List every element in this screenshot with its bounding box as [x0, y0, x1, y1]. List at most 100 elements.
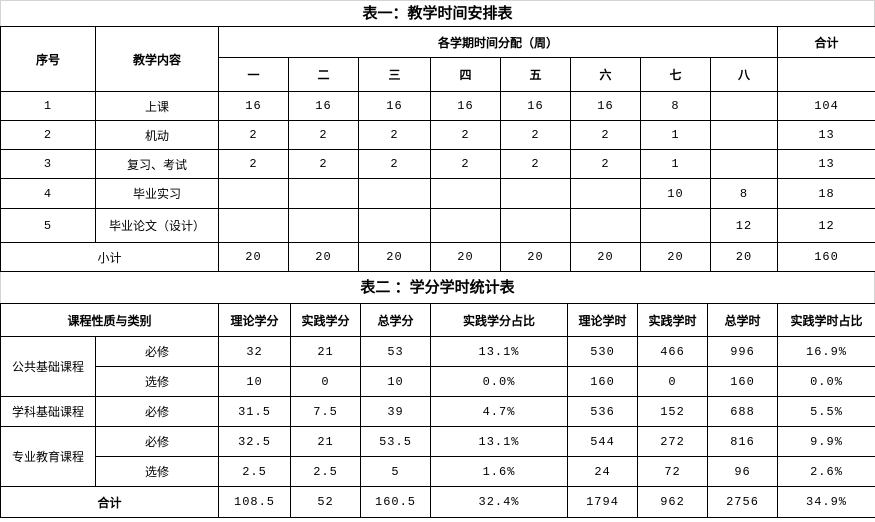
- semester-header: 五: [500, 57, 571, 92]
- week-cell: 16: [218, 91, 289, 121]
- col-header-category: 课程性质与类别: [0, 303, 220, 337]
- week-cell: 12: [709, 208, 779, 243]
- semester-header: 二: [288, 57, 359, 92]
- value-cell: 10: [360, 366, 432, 397]
- week-cell: 20: [358, 242, 431, 272]
- week-cell: [709, 91, 779, 121]
- value-cell: 2756: [707, 486, 779, 518]
- row-no-cell: 3: [0, 149, 96, 179]
- week-cell: 2: [218, 149, 289, 179]
- col-header-theory-credits: 理论学分: [218, 303, 292, 337]
- total-cell: 160: [777, 242, 875, 272]
- table1-header-row-1: 序号 教学内容 各学期时间分配（周） 合计: [0, 26, 875, 92]
- table1-title: 表一：教学时间安排表: [0, 0, 875, 26]
- value-cell: 2.6%: [777, 456, 875, 487]
- week-cell: 16: [288, 91, 359, 121]
- week-cell: 20: [430, 242, 501, 272]
- week-cell: 1: [640, 149, 711, 179]
- total-cell: 18: [777, 178, 875, 209]
- value-cell: 530: [567, 336, 639, 367]
- value-cell: 0.0%: [777, 366, 875, 397]
- week-cell: [358, 208, 431, 243]
- table1-row-flexible: 2 机动 2 2 2 2 2 2 1 13: [0, 120, 875, 150]
- value-cell: 13.1%: [430, 336, 569, 367]
- col-header-total: 合计: [777, 26, 875, 58]
- row-no-cell: 4: [0, 178, 96, 209]
- value-cell: 52: [290, 486, 362, 518]
- week-cell: 2: [500, 120, 571, 150]
- week-cell: 16: [358, 91, 431, 121]
- value-cell: 21: [290, 336, 362, 367]
- week-cell: 16: [430, 91, 501, 121]
- content-cell: 上课: [95, 91, 219, 121]
- type-cell: 必修: [94, 396, 220, 427]
- empty-header-cell: [777, 57, 875, 92]
- value-cell: 688: [707, 396, 779, 427]
- table2-title: 表二 ：学分学时统计表: [0, 272, 875, 303]
- value-cell: 962: [637, 486, 709, 518]
- value-cell: 160: [707, 366, 779, 397]
- value-cell: 1794: [567, 486, 639, 518]
- table2-header-row: 课程性质与类别 理论学分 实践学分 总学分 实践学分占比 理论学时 实践学时 总…: [0, 303, 875, 337]
- week-cell: 2: [430, 120, 501, 150]
- type-cell: 选修: [94, 366, 220, 397]
- week-cell: [500, 208, 571, 243]
- category-cell: 专业教育课程: [0, 426, 96, 487]
- content-cell: 机动: [95, 120, 219, 150]
- value-cell: 7.5: [290, 396, 362, 427]
- week-cell: 2: [288, 149, 359, 179]
- week-cell: [500, 178, 571, 209]
- table2-row-major-required: 专业教育课程 必修 32.5 21 53.5 13.1% 544 272 816…: [0, 426, 875, 487]
- week-cell: [570, 178, 641, 209]
- week-cell: 2: [218, 120, 289, 150]
- type-cell: 必修: [94, 426, 220, 457]
- week-cell: [430, 178, 501, 209]
- total-cell: 13: [777, 149, 875, 179]
- value-cell: 32: [218, 336, 292, 367]
- total-cell: 13: [777, 120, 875, 150]
- value-cell: 34.9%: [777, 486, 875, 518]
- week-cell: [288, 208, 359, 243]
- col-header-content: 教学内容: [95, 26, 219, 92]
- value-cell: 0.0%: [430, 366, 569, 397]
- week-cell: 2: [358, 149, 431, 179]
- value-cell: 0: [637, 366, 709, 397]
- value-cell: 160.5: [360, 486, 432, 518]
- table2-total-row: 合计 108.5 52 160.5 32.4% 1794 962 2756 34…: [0, 486, 875, 518]
- value-cell: 32.5: [218, 426, 292, 457]
- value-cell: 53: [360, 336, 432, 367]
- col-header-no: 序号: [0, 26, 96, 92]
- row-no-cell: 2: [0, 120, 96, 150]
- value-cell: 72: [637, 456, 709, 487]
- table1-header-row-2: 一 二 三 四 五 六 七 八: [1, 57, 875, 92]
- week-cell: [640, 208, 711, 243]
- week-cell: 20: [218, 242, 289, 272]
- semester-header: 六: [570, 57, 641, 92]
- col-header-practice-credits: 实践学分: [290, 303, 362, 337]
- week-cell: 2: [430, 149, 501, 179]
- col-header-semester-group: 各学期时间分配（周）: [217, 26, 779, 58]
- value-cell: 1.6%: [430, 456, 569, 487]
- table2-row-public-required: 公共基础课程 必修 32 21 53 13.1% 530 466 996 16.…: [0, 336, 875, 397]
- week-cell: 20: [640, 242, 711, 272]
- value-cell: 536: [567, 396, 639, 427]
- value-cell: 39: [360, 396, 432, 427]
- row-no-cell: 5: [0, 208, 96, 243]
- semester-header: 一: [218, 57, 289, 92]
- week-cell: 2: [358, 120, 431, 150]
- week-cell: [218, 178, 289, 209]
- week-cell: 2: [570, 149, 641, 179]
- value-cell: 96: [707, 456, 779, 487]
- value-cell: 9.9%: [777, 426, 875, 457]
- week-cell: 20: [709, 242, 779, 272]
- week-cell: 16: [570, 91, 641, 121]
- week-cell: 1: [640, 120, 711, 150]
- col-header-total-hours: 总学时: [707, 303, 779, 337]
- table2-row-subject-required: 学科基础课程 必修 31.5 7.5 39 4.7% 536 152 688 5…: [0, 396, 875, 427]
- value-cell: 5.5%: [777, 396, 875, 427]
- teaching-time-table: 序号 教学内容 各学期时间分配（周） 合计 一 二 三 四 五 六 七 八 1 …: [0, 26, 875, 272]
- type-cell: 选修: [94, 456, 220, 487]
- week-cell: 20: [570, 242, 641, 272]
- value-cell: 4.7%: [430, 396, 569, 427]
- week-cell: [358, 178, 431, 209]
